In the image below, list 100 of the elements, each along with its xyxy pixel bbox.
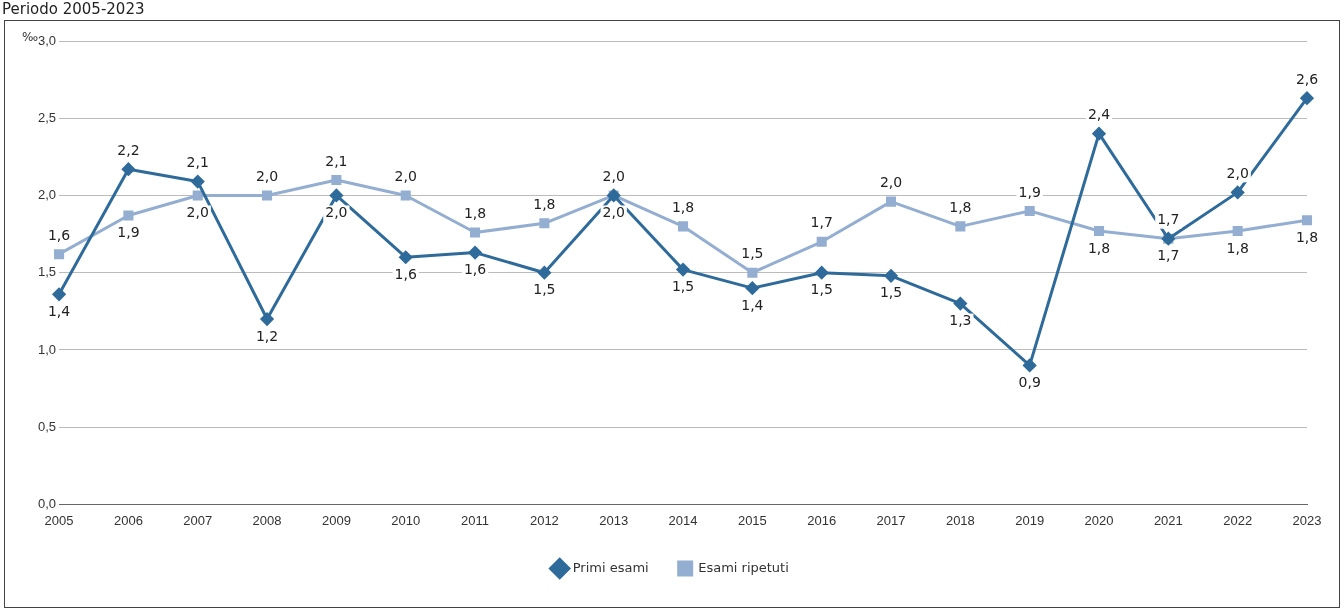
data-label: 1,2 [255,327,279,344]
point [191,175,205,189]
point [1231,185,1245,199]
point [192,190,203,201]
legend-label: Esami ripetuti [698,559,789,575]
point [745,281,759,295]
data-label: 2,0 [255,168,279,185]
y-tick-label: 2,0 [37,187,57,203]
point [52,287,66,301]
x-tick-label: 2023 [1292,512,1322,528]
data-label: 1,8 [1295,228,1319,245]
data-label: 2,0 [325,204,348,221]
x-tick-label: 2008 [252,512,282,528]
point [1300,91,1314,105]
data-label: 2,0 [1226,165,1249,182]
data-label: 1,9 [1018,183,1041,200]
data-label: 1,5 [741,245,764,262]
point [537,266,551,280]
y-tick-label: 3,0 [37,32,57,48]
point [884,269,898,283]
x-tick-label: 2006 [113,512,143,528]
y-tick-label: 0,5 [37,418,57,434]
point [1092,127,1106,141]
data-label: 1,7 [1157,247,1180,264]
data-label: 1,3 [949,312,972,329]
data-label: 2,0 [602,204,625,221]
data-label: 2,6 [1295,70,1319,87]
data-label: 2,1 [325,152,348,169]
x-tick-label: 2010 [391,512,421,528]
y-axis-title: ‰ [22,30,39,44]
point [816,236,827,247]
point [399,250,413,264]
data-label: 1,8 [1087,239,1111,256]
point [955,221,966,232]
data-label: 2,0 [602,168,625,185]
data-label: 1,7 [810,214,833,231]
point [1232,225,1243,237]
data-label: 1,5 [810,281,833,298]
data-label: 2,4 [1087,106,1111,123]
data-label: 1,5 [533,281,556,298]
x-tick-label: 2009 [321,512,351,528]
point [121,162,135,176]
x-tick-label: 2005 [44,512,74,528]
y-tick-label: 0,0 [37,495,57,511]
point [953,297,967,311]
data-label: 2,2 [117,141,140,158]
data-label: 1,6 [394,265,417,282]
point [54,249,65,260]
data-label: 2,1 [186,154,209,171]
x-tick-label: 2017 [876,512,906,528]
x-tick-label: 2011 [461,512,490,528]
x-tick-label: 2013 [599,512,629,528]
point [470,227,481,238]
point [539,218,550,229]
x-tick-label: 2018 [945,512,975,528]
x-tick-label: 2016 [807,512,837,528]
data-label: 1,9 [117,224,140,241]
data-label: 2,0 [394,168,417,185]
point [747,267,758,278]
point [1023,358,1037,372]
data-label: 2,0 [879,174,903,191]
data-label: 1,8 [533,195,556,212]
data-label: 1,4 [47,302,71,319]
point [331,174,342,186]
x-tick-label: 2019 [1015,512,1045,528]
x-tick-label: 2012 [529,512,559,528]
point [262,190,273,201]
point [1024,205,1035,216]
point [329,188,343,202]
data-label: 1,5 [879,284,903,301]
data-label: 0,9 [1018,374,1041,391]
y-tick-label: 1,5 [37,264,57,280]
data-label: 1,6 [47,226,71,243]
y-tick-label: 1,0 [37,341,57,357]
data-label: 1,6 [463,261,487,278]
point [1093,225,1105,237]
data-label: 2,0 [186,204,209,221]
data-label: 1,8 [949,199,972,215]
y-tick-label: 2,5 [37,109,57,125]
point [676,263,690,277]
legend-label: Primi esami [572,559,649,575]
data-label: 1,8 [671,199,695,215]
data-label: 1,8 [463,205,487,222]
x-tick-label: 2022 [1223,512,1253,528]
data-label: 1,4 [741,296,764,313]
data-label: 1,5 [671,278,695,295]
point [123,210,134,221]
x-tick-label: 2007 [183,512,213,528]
point [468,246,482,260]
data-label: 1,7 [1157,211,1180,228]
x-tick-label: 2015 [737,512,767,528]
chart-title: Periodo 2005-2023 [2,0,145,18]
point [815,266,829,280]
x-tick-label: 2021 [1153,512,1183,528]
point [400,190,411,201]
data-label: 1,8 [1226,239,1249,256]
x-tick-label: 2020 [1084,512,1114,528]
point [1301,215,1313,226]
point [885,196,897,207]
point [260,312,274,326]
